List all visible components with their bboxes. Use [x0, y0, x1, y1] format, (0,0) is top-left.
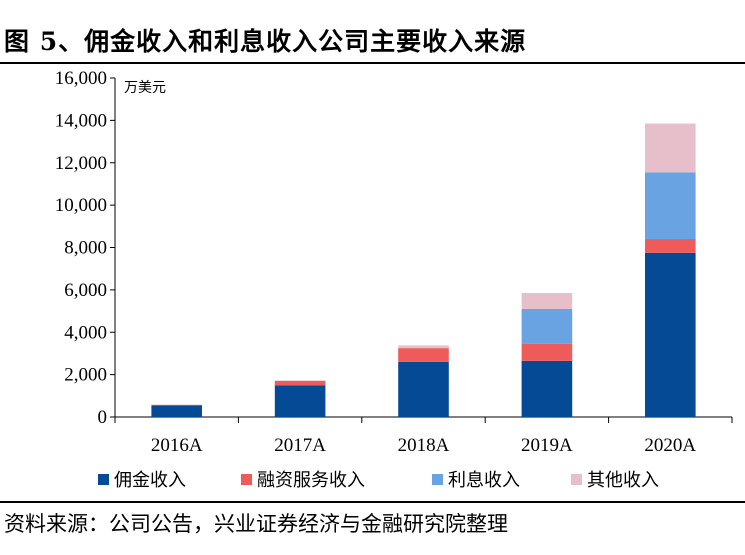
bar-segment — [274, 385, 326, 417]
x-tick-label: 2016A — [151, 435, 203, 456]
bar-segment — [645, 252, 696, 417]
bar-segment — [398, 361, 449, 417]
bar-segment — [274, 380, 326, 381]
y-tick-label: 2,000 — [64, 365, 107, 386]
x-tick-label: 2017A — [274, 435, 326, 456]
source-note: 资料来源：公司公告，兴业证券经济与金融研究院整理 — [4, 512, 508, 536]
x-tick-label: 2019A — [521, 435, 573, 456]
x-tick-label: 2018A — [398, 435, 450, 456]
legend-swatch — [432, 474, 443, 485]
chart-title: 图 5、佣金收入和利息收入公司主要收入来源 — [4, 27, 527, 56]
bar-segment — [645, 172, 696, 240]
y-tick-label: 10,000 — [55, 195, 107, 216]
y-tick-label: 6,000 — [64, 280, 107, 301]
legend-label: 融资服务收入 — [257, 470, 365, 491]
bar-segment — [521, 308, 573, 344]
bar-segment — [521, 360, 573, 417]
legend-label: 其他收入 — [587, 470, 659, 491]
bar-segment — [274, 380, 326, 386]
title-rule — [0, 62, 745, 64]
legend-swatch — [98, 474, 109, 485]
bar-segment — [151, 405, 202, 417]
stacked-bar-chart: 0 2,000 4,000 6,000 8,000 10,000 12,000 14,000 1… — [55, 68, 733, 491]
x-axis: 2016A 2017A 2018A 2019A 2020A — [114, 416, 733, 456]
legend-swatch — [241, 474, 252, 485]
y-tick-label: 16,000 — [55, 68, 107, 89]
legend-label: 利息收入 — [448, 470, 520, 491]
bar-segment — [521, 293, 573, 309]
y-tick-label: 8,000 — [64, 238, 107, 259]
legend: 佣金收入 融资服务收入 利息收入 其他收入 — [98, 470, 659, 491]
y-tick-label: 12,000 — [55, 153, 107, 174]
legend-label: 佣金收入 — [114, 470, 186, 491]
bar-segment — [521, 343, 573, 361]
unit-label: 万美元 — [124, 80, 166, 96]
x-tick-label: 2020A — [644, 435, 696, 456]
source-rule — [0, 501, 745, 503]
legend-swatch — [571, 474, 582, 485]
bar-segment — [398, 345, 449, 349]
bar-segment — [645, 239, 696, 253]
y-tick-label: 14,000 — [55, 110, 107, 131]
y-axis: 0 2,000 4,000 6,000 8,000 10,000 12,000 14,000 1… — [55, 68, 116, 428]
bars — [151, 123, 696, 417]
bar-segment — [645, 123, 696, 173]
y-tick-label: 0 — [98, 407, 108, 428]
bar-segment — [398, 348, 449, 362]
y-tick-label: 4,000 — [64, 322, 107, 343]
